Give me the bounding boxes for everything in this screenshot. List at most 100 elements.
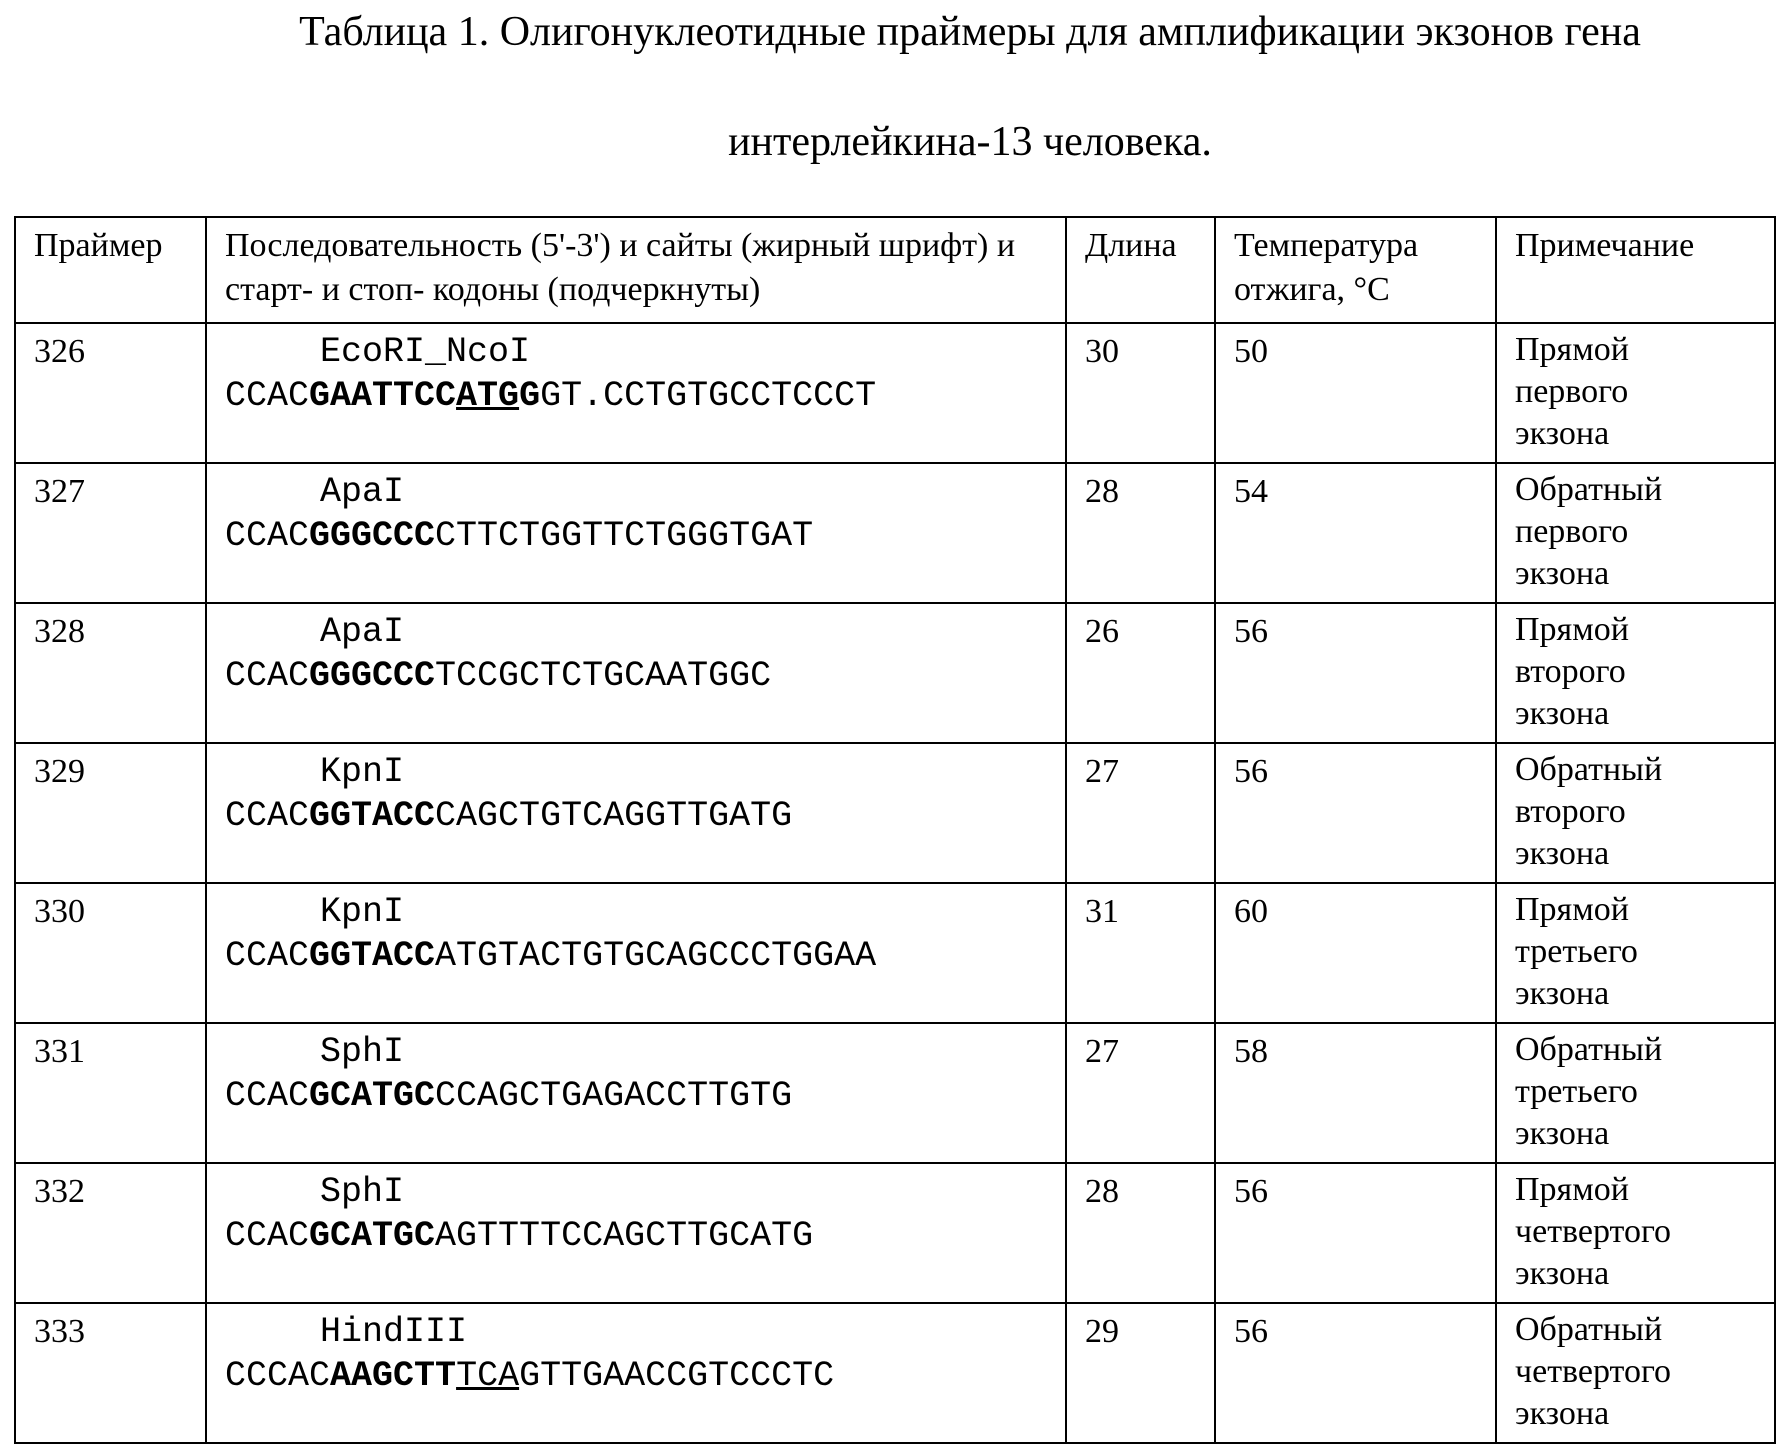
sequence-cell: KpnICCACGGTACCCAGCTGTCAGGTTGATG — [206, 743, 1066, 883]
length: 26 — [1066, 603, 1215, 743]
sequence-part: CCAC — [225, 376, 309, 416]
sequence-cell: ApaICCACGGGCCCCTTCTGGTTCTGGGTGAT — [206, 463, 1066, 603]
note-line: Обратный — [1515, 468, 1756, 512]
table-row: 327ApaICCACGGGCCCCTTCTGGTTCTGGGTGAT2854О… — [15, 463, 1775, 603]
sequence-part: CCAC — [225, 516, 309, 556]
site-name: EcoRI_NcoI — [225, 330, 1047, 374]
table-row: 333HindIIICCCACAAGCTTTCAGTTGAACCGTCCCTC2… — [15, 1303, 1775, 1443]
sequence: CCACGAATTCCATGGGT.CCTGTGCCTCCCT — [225, 374, 1047, 418]
sequence-part: AGTTTTCCAGCTTGCATG — [435, 1216, 813, 1256]
note-line: Прямой — [1515, 608, 1756, 652]
note-cell: Обратныйтретьегоэкзона — [1496, 1023, 1775, 1163]
sequence-part: ATGTACTGTGCAGCCCTGGAA — [435, 936, 876, 976]
length: 27 — [1066, 743, 1215, 883]
sequence-part: TCA — [456, 1356, 519, 1396]
sequence-part: AAGCTT — [330, 1356, 456, 1396]
note-cell: Прямойпервогоэкзона — [1496, 323, 1775, 463]
primer-id: 326 — [15, 323, 206, 463]
sequence-part: GGGCCC — [309, 656, 435, 696]
table-body: 326EcoRI_NcoICCACGAATTCCATGGGT.CCTGTGCCT… — [15, 323, 1775, 1443]
note-line: четвертого — [1515, 1350, 1756, 1394]
note-line: первого — [1515, 510, 1756, 554]
temperature: 58 — [1215, 1023, 1496, 1163]
primer-id: 333 — [15, 1303, 206, 1443]
note-line: Обратный — [1515, 748, 1756, 792]
title: интерлейкина-13 человека. — [0, 118, 1780, 166]
sequence-part: GGGCCC — [309, 516, 435, 556]
sequence-part: CAGCTGTCAGGTTGATG — [435, 796, 792, 836]
note-cell: Обратныйчетвертогоэкзона — [1496, 1303, 1775, 1443]
site-name: ApaI — [225, 470, 1047, 514]
site-name: ApaI — [225, 610, 1047, 654]
note-cell: Обратныйвторогоэкзона — [1496, 743, 1775, 883]
sequence-cell: HindIIICCCACAAGCTTTCAGTTGAACCGTCCCTC — [206, 1303, 1066, 1443]
table-row: 330KpnICCACGGTACCATGTACTGTGCAGCCCTGGAA31… — [15, 883, 1775, 1023]
table-row: 331SphICCACGCATGCCCAGCTGAGACCTTGTG2758Об… — [15, 1023, 1775, 1163]
primer-id: 330 — [15, 883, 206, 1023]
note-cell: Прямойчетвертогоэкзона — [1496, 1163, 1775, 1303]
header-row: ПраймерПоследовательность (5'-3') и сайт… — [15, 217, 1775, 323]
note-line: экзона — [1515, 1392, 1756, 1436]
sequence-part: TCCGCTCTGCAATGGC — [435, 656, 771, 696]
note-line: третьего — [1515, 930, 1756, 974]
length: 27 — [1066, 1023, 1215, 1163]
sequence-part: GCATGC — [309, 1216, 435, 1256]
length: 28 — [1066, 463, 1215, 603]
sequence: CCACGGGCCCTCCGCTCTGCAATGGC — [225, 654, 1047, 698]
temperature: 50 — [1215, 323, 1496, 463]
sequence-part: ATG — [456, 376, 519, 416]
site-name: KpnI — [225, 750, 1047, 794]
sequence-part: GAATTCC — [309, 376, 456, 416]
sequence-part: CCAC — [225, 1216, 309, 1256]
site-name: HindIII — [225, 1310, 1047, 1354]
note-line: Обратный — [1515, 1028, 1756, 1072]
temperature: 56 — [1215, 743, 1496, 883]
primer-table: ПраймерПоследовательность (5'-3') и сайт… — [14, 216, 1776, 1444]
column-header: Последовательность (5'-3') и сайты (жирн… — [206, 217, 1066, 323]
note-line: экзона — [1515, 412, 1756, 456]
temperature: 56 — [1215, 1303, 1496, 1443]
length: 31 — [1066, 883, 1215, 1023]
note-line: экзона — [1515, 1252, 1756, 1296]
note-line: второго — [1515, 790, 1756, 834]
length: 28 — [1066, 1163, 1215, 1303]
note-line: экзона — [1515, 832, 1756, 876]
sequence-part: CCAC — [225, 796, 309, 836]
primer-id: 331 — [15, 1023, 206, 1163]
note-line: экзона — [1515, 972, 1756, 1016]
temperature: 56 — [1215, 1163, 1496, 1303]
sequence-part: CTTCTGGTTCTGGGTGAT — [435, 516, 813, 556]
sequence-part: CCAC — [225, 936, 309, 976]
column-header: Длина — [1066, 217, 1215, 323]
sequence-part: GTTGAACCGTCCCTC — [519, 1356, 834, 1396]
sequence-part: CCAGCTGAGACCTTGTG — [435, 1076, 792, 1116]
column-header: Температура отжига, °C — [1215, 217, 1496, 323]
primer-id: 328 — [15, 603, 206, 743]
sequence: CCACGCATGCCCAGCTGAGACCTTGTG — [225, 1074, 1047, 1118]
note-cell: Прямойтретьегоэкзона — [1496, 883, 1775, 1023]
table-row: 332SphICCACGCATGCAGTTTTCCAGCTTGCATG2856П… — [15, 1163, 1775, 1303]
column-header: Примечание — [1496, 217, 1775, 323]
temperature: 54 — [1215, 463, 1496, 603]
note-line: второго — [1515, 650, 1756, 694]
sequence-part: GGTACC — [309, 936, 435, 976]
site-name: SphI — [225, 1170, 1047, 1214]
sequence-part: CCAC — [225, 1076, 309, 1116]
sequence-part: GT.CCTGTGCCTCCCT — [540, 376, 876, 416]
temperature: 56 — [1215, 603, 1496, 743]
sequence-part: GGTACC — [309, 796, 435, 836]
note-line: третьего — [1515, 1070, 1756, 1114]
site-name: SphI — [225, 1030, 1047, 1074]
sequence-part: CCAC — [225, 656, 309, 696]
title: Таблица 1. Олигонуклеотидные праймеры дл… — [0, 8, 1780, 56]
primer-id: 329 — [15, 743, 206, 883]
sequence-cell: KpnICCACGGTACCATGTACTGTGCAGCCCTGGAA — [206, 883, 1066, 1023]
sequence: CCACGCATGCAGTTTTCCAGCTTGCATG — [225, 1214, 1047, 1258]
sequence-cell: SphICCACGCATGCCCAGCTGAGACCTTGTG — [206, 1023, 1066, 1163]
temperature: 60 — [1215, 883, 1496, 1023]
sequence-cell: EcoRI_NcoICCACGAATTCCATGGGT.CCTGTGCCTCCC… — [206, 323, 1066, 463]
length: 30 — [1066, 323, 1215, 463]
note-cell: Обратныйпервогоэкзона — [1496, 463, 1775, 603]
column-header: Праймер — [15, 217, 206, 323]
